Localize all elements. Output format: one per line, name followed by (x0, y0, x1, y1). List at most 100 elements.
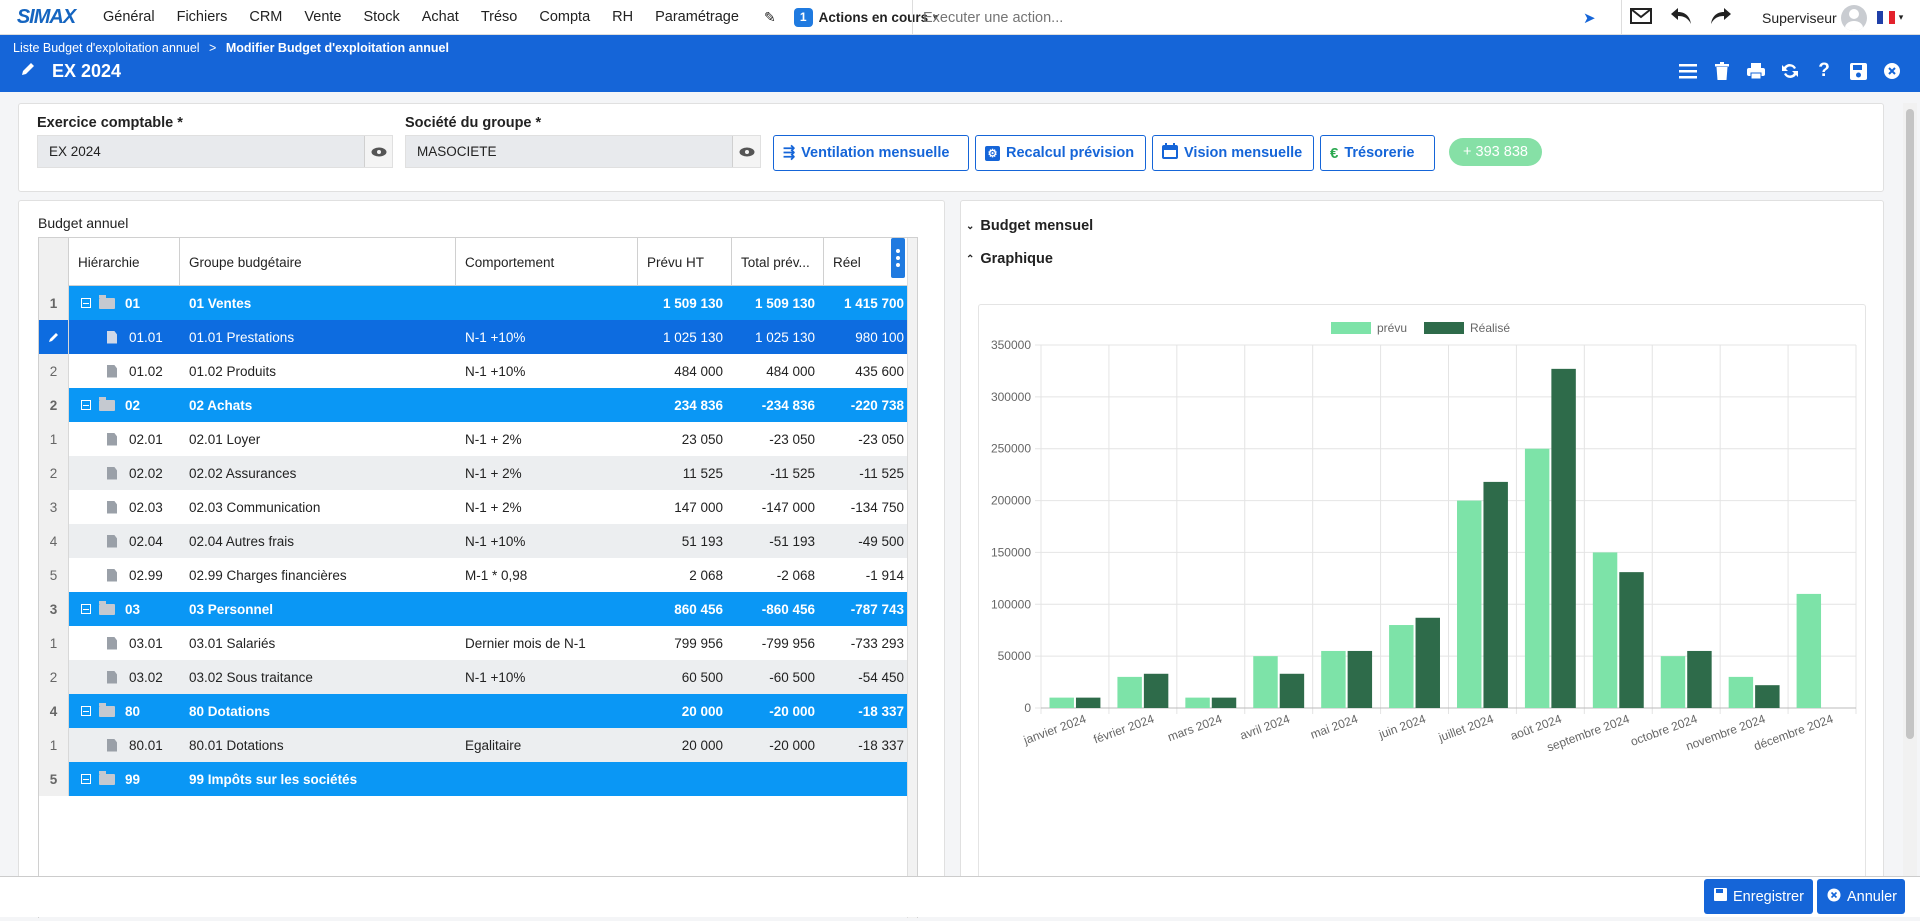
table-row[interactable]: 1 02.01 02.01 Loyer N-1 + 2% 23 050 -23 050 -2… (39, 422, 913, 456)
prevu-cell[interactable] (638, 762, 732, 796)
reel-cell[interactable]: -733 293 (850, 635, 904, 651)
prevu-cell[interactable]: 11 525 (682, 465, 723, 481)
groupe-cell[interactable]: 99 Impôts sur les sociétés (189, 771, 358, 787)
table-row[interactable]: 4 02.04 02.04 Autres frais N-1 +10% 51 193 -5… (39, 524, 913, 558)
total-prevu-cell[interactable]: 1 509 130 (754, 295, 815, 311)
scrollbar-thumb[interactable] (1906, 109, 1914, 739)
reel-cell[interactable]: -220 738 (850, 397, 904, 413)
reel-cell[interactable]: -134 750 (850, 499, 904, 515)
groupe-cell[interactable]: 02.04 Autres frais (189, 533, 295, 549)
prevu-cell[interactable]: 51 193 (681, 533, 723, 549)
groupe-cell[interactable]: 02 Achats (189, 397, 253, 413)
groupe-cell[interactable]: 01.01 Prestations (189, 329, 295, 345)
reel-cell[interactable]: 980 100 (855, 329, 904, 345)
table-row[interactable]: 1 01 01 Ventes 1 509 130 1 509 130 1 415 700 (39, 286, 913, 320)
redo-icon[interactable] (1710, 7, 1732, 28)
total-prevu-cell[interactable]: -860 456 (761, 601, 815, 617)
print-icon[interactable] (1746, 61, 1766, 81)
collapse-icon[interactable] (81, 298, 91, 308)
table-row[interactable]: 1 80.01 80.01 Dotations Egalitaire 20 000 -20… (39, 728, 913, 762)
prevu-cell[interactable]: 234 836 (674, 397, 723, 413)
comportement-cell[interactable]: N-1 +10% (465, 363, 526, 379)
edit-row-icon[interactable] (39, 320, 69, 354)
table-row[interactable]: 2 01.02 01.02 Produits N-1 +10% 484 000 484 0… (39, 354, 913, 388)
col-total-prevu[interactable]: Total prév... (732, 238, 824, 286)
table-row[interactable]: 4 80 80 Dotations 20 000 -20 000 -18 337 (39, 694, 913, 728)
close-circle-icon[interactable] (1882, 61, 1902, 81)
table-row[interactable]: 3 03 03 Personnel 860 456 -860 456 -787 743 (39, 592, 913, 626)
app-logo[interactable]: SIMAX (16, 5, 76, 28)
col-prevu-ht[interactable]: Prévu HT (638, 238, 732, 286)
reel-cell[interactable]: -18 337 (858, 703, 904, 719)
total-prevu-cell[interactable]: -11 525 (770, 465, 815, 481)
groupe-cell[interactable]: 80.01 Dotations (189, 737, 284, 753)
total-prevu-cell[interactable]: -60 500 (769, 669, 815, 685)
eye-icon[interactable] (364, 136, 392, 167)
comportement-cell[interactable] (456, 592, 638, 626)
groupe-cell[interactable]: 01 Ventes (189, 295, 252, 311)
prevu-cell[interactable]: 1 509 130 (662, 295, 723, 311)
prevu-cell[interactable]: 147 000 (674, 499, 723, 515)
menu-item-8[interactable]: RH (612, 9, 634, 25)
eye-icon[interactable] (732, 136, 760, 167)
comportement-cell[interactable]: Dernier mois de N-1 (465, 635, 586, 651)
total-prevu-cell[interactable]: -51 193 (769, 533, 815, 549)
tresorerie-button[interactable]: € Trésorerie (1320, 135, 1435, 171)
groupe-cell[interactable]: 80 Dotations (189, 703, 271, 719)
vision-mensuelle-button[interactable]: Vision mensuelle (1152, 135, 1314, 171)
groupe-cell[interactable]: 01.02 Produits (189, 363, 277, 379)
save-icon[interactable] (1848, 61, 1868, 81)
hierarchy-cell[interactable]: 02 (69, 388, 180, 422)
prevu-cell[interactable]: 860 456 (674, 601, 723, 617)
hierarchy-cell[interactable]: 02.99 (69, 558, 180, 592)
french-flag-icon[interactable] (1876, 11, 1895, 24)
table-row[interactable]: 5 99 99 Impôts sur les sociétés (39, 762, 913, 796)
budget-mensuel-section[interactable]: ⌄ Budget mensuel (966, 218, 1093, 234)
grid-scrollbar[interactable] (907, 238, 917, 918)
actions-en-cours-button[interactable]: 1 Actions en cours ▾ (793, 7, 938, 27)
col-reel[interactable]: Réel (833, 254, 861, 270)
reel-cell[interactable]: -18 337 (858, 737, 904, 753)
table-row[interactable]: 2 03.02 03.02 Sous traitance N-1 +10% 60 500… (39, 660, 913, 694)
comportement-cell[interactable] (456, 762, 638, 796)
total-prevu-cell[interactable]: -20 000 (769, 737, 815, 753)
menu-item-1[interactable]: Fichiers (176, 9, 228, 25)
prevu-cell[interactable]: 2 068 (689, 567, 723, 583)
reel-cell[interactable] (824, 762, 913, 796)
reel-cell[interactable]: -1 914 (865, 567, 904, 583)
table-row[interactable]: 01.01 01.01 Prestations N-1 +10% 1 025 130 1… (39, 320, 913, 354)
prevu-cell[interactable]: 23 050 (681, 431, 723, 447)
help-icon[interactable]: ? (1818, 60, 1830, 81)
command-input[interactable] (923, 9, 1583, 26)
menu-item-4[interactable]: Stock (363, 9, 400, 25)
col-groupe[interactable]: Groupe budgétaire (180, 238, 456, 286)
prevu-cell[interactable]: 799 956 (674, 635, 723, 651)
groupe-cell[interactable]: 02.01 Loyer (189, 431, 261, 447)
collapse-icon[interactable] (81, 706, 91, 716)
reel-cell[interactable]: 1 415 700 (843, 295, 904, 311)
prevu-cell[interactable]: 20 000 (681, 703, 723, 719)
exercice-field[interactable]: EX 2024 (37, 135, 393, 168)
recalcul-prevision-button[interactable]: ⚙ Recalcul prévision (975, 135, 1146, 171)
groupe-cell[interactable]: 02.99 Charges financières (189, 567, 347, 583)
page-scrollbar[interactable] (1903, 103, 1917, 876)
table-row[interactable]: 5 02.99 02.99 Charges financières M-1 * 0,9… (39, 558, 913, 592)
graphique-section[interactable]: ⌃ Graphique (966, 251, 1053, 267)
menu-item-3[interactable]: Vente (304, 9, 342, 25)
reel-cell[interactable]: -11 525 (859, 465, 904, 481)
groupe-cell[interactable]: 03.02 Sous traitance (189, 669, 313, 685)
table-row[interactable]: 3 02.03 02.03 Communication N-1 + 2% 147 000… (39, 490, 913, 524)
menu-item-0[interactable]: Général (103, 9, 155, 25)
groupe-cell[interactable]: 02.02 Assurances (189, 465, 297, 481)
hierarchy-cell[interactable]: 02.03 (69, 490, 180, 524)
table-row[interactable]: 1 03.01 03.01 Salariés Dernier mois de N-1 7… (39, 626, 913, 660)
hierarchy-cell[interactable]: 99 (69, 762, 180, 796)
total-prevu-cell[interactable]: -234 836 (761, 397, 815, 413)
reel-cell[interactable]: 435 600 (855, 363, 904, 379)
comportement-cell[interactable] (456, 694, 638, 728)
comportement-cell[interactable] (456, 388, 638, 422)
reel-cell[interactable]: -23 050 (858, 431, 904, 447)
hierarchy-cell[interactable]: 80 (69, 694, 180, 728)
comportement-cell[interactable] (456, 286, 638, 320)
hierarchy-cell[interactable]: 01.01 (69, 320, 180, 354)
